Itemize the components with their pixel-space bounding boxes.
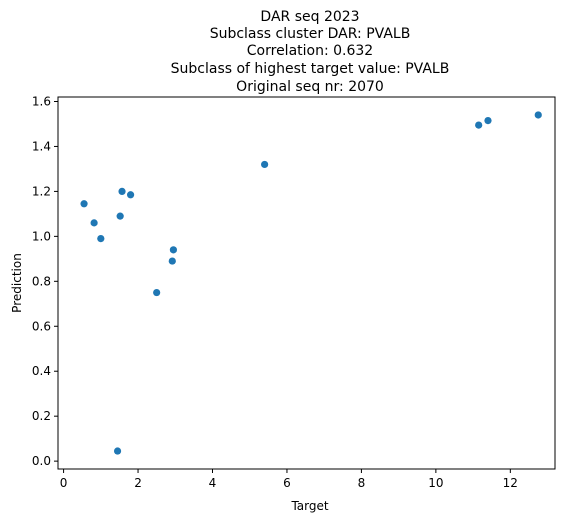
y-tick-label: 0.2 — [32, 409, 51, 423]
y-tick-label: 1.0 — [32, 229, 51, 243]
data-point — [113, 447, 122, 455]
y-tick-label: 0.0 — [32, 454, 51, 468]
y-tick-label: 0.8 — [32, 274, 51, 288]
y-tick-label: 1.4 — [32, 139, 51, 153]
data-point — [90, 219, 98, 227]
title-line-4: Subclass of highest target value: PVALB — [171, 61, 450, 77]
x-tick-label: 4 — [209, 476, 217, 490]
data-point — [168, 257, 176, 265]
data-point — [484, 117, 492, 125]
x-tick-label: 10 — [428, 476, 443, 490]
x-axis: 0 2 4 6 8 10 12 — [60, 469, 518, 490]
data-point — [153, 288, 161, 297]
data-point — [97, 235, 105, 243]
title-line-2: Subclass cluster DAR: PVALB — [210, 26, 411, 42]
data-point — [118, 187, 126, 196]
data-point — [261, 160, 269, 169]
y-axis-label: Prediction — [10, 253, 24, 313]
x-tick-label: 2 — [134, 476, 142, 490]
y-tick-label: 1.2 — [32, 184, 51, 198]
data-point — [80, 200, 88, 208]
y-tick-label: 1.6 — [32, 94, 51, 108]
plot-area — [57, 96, 556, 470]
data-points — [80, 111, 542, 455]
title-line-1: DAR seq 2023 — [260, 9, 359, 25]
title-line-3: Correlation: 0.632 — [247, 43, 373, 59]
data-point — [116, 212, 124, 220]
title-line-5: Original seq nr: 2070 — [236, 79, 384, 95]
y-tick-label: 0.4 — [32, 364, 51, 378]
data-point — [534, 111, 542, 119]
x-tick-label: 8 — [358, 476, 366, 490]
data-point — [169, 246, 178, 254]
data-point — [475, 121, 483, 129]
x-axis-label: Target — [290, 499, 328, 513]
x-tick-label: 0 — [60, 476, 68, 490]
data-point — [126, 191, 135, 199]
x-tick-label: 6 — [283, 476, 291, 490]
chart-title: DAR seq 2023 Subclass cluster DAR: PVALB… — [171, 9, 450, 95]
y-axis: 0.0 0.2 0.4 0.6 0.8 1.0 1.2 1.4 1.6 — [32, 94, 58, 468]
y-tick-label: 0.6 — [32, 319, 51, 333]
x-tick-label: 12 — [503, 476, 518, 490]
